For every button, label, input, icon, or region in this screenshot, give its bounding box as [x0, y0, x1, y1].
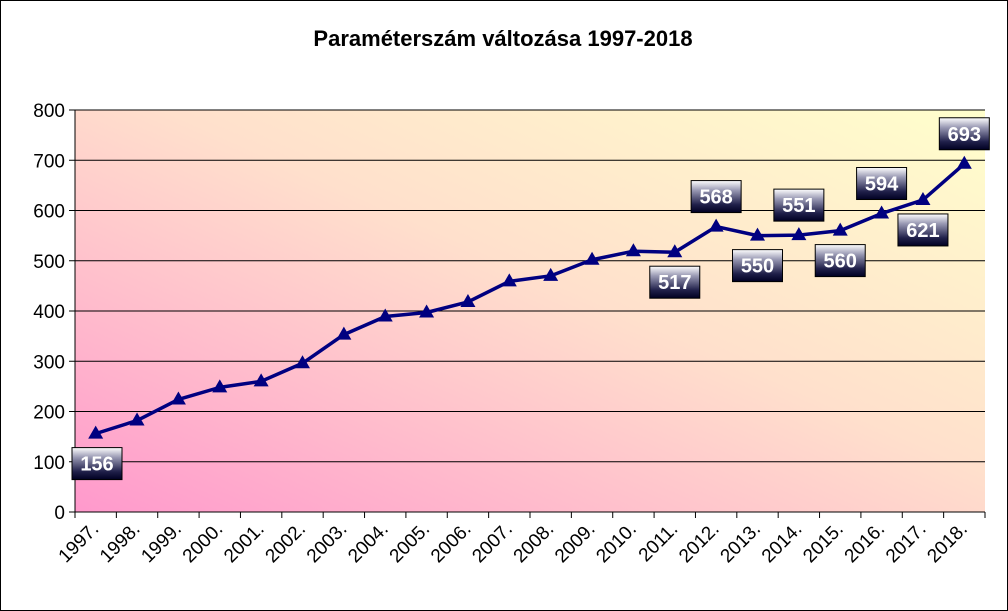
x-tick-label-2003: 2003. [303, 519, 351, 567]
data-label-568: 568 [690, 180, 742, 214]
data-label-693: 693 [938, 117, 990, 151]
data-label-text: 550 [741, 256, 774, 278]
data-label-box [71, 447, 123, 481]
y-tick-label-700: 700 [33, 151, 65, 172]
x-tick-label-2005: 2005. [386, 519, 434, 567]
data-point-2016 [874, 205, 890, 219]
x-tick-label-2013: 2013. [717, 519, 765, 567]
data-label-551: 551 [773, 188, 825, 222]
data-point-2001 [253, 373, 269, 387]
data-point-2007 [501, 273, 517, 287]
x-tick-label-2009: 2009. [551, 519, 599, 567]
data-point-1998 [129, 412, 145, 426]
x-tick-label-2008: 2008. [510, 519, 558, 567]
x-tick-label-2006: 2006. [427, 519, 475, 567]
y-tick-label-600: 600 [33, 202, 65, 223]
data-point-2005 [419, 304, 435, 318]
x-tick-label-2000: 2000. [179, 519, 227, 567]
data-point-2012 [708, 218, 724, 232]
data-point-2009 [584, 251, 600, 265]
data-label-box [649, 265, 701, 299]
x-tick-label-2004: 2004. [344, 519, 392, 567]
data-label-box [773, 188, 825, 222]
data-label-text: 621 [906, 220, 939, 242]
series-line [95, 162, 966, 436]
data-point-2018 [956, 155, 972, 169]
x-tick-label-2018: 2018. [923, 519, 971, 567]
data-point-2002 [295, 355, 310, 369]
data-label-text: 693 [948, 124, 981, 146]
data-label-text: 517 [658, 272, 691, 294]
y-tick-label-500: 500 [33, 252, 65, 273]
x-tick-label-2017: 2017. [882, 519, 930, 567]
chart-title: Paraméterszám változása 1997-2018 [313, 26, 692, 51]
y-tick-label-0: 0 [54, 503, 65, 524]
x-tick-label-2015: 2015. [799, 519, 847, 567]
y-tick-label-200: 200 [33, 403, 65, 424]
gridlines [75, 109, 985, 463]
data-label-text: 594 [865, 174, 899, 196]
x-tick-label-2007: 2007. [468, 519, 516, 567]
data-point-2015 [832, 222, 848, 236]
data-label-box [856, 167, 908, 201]
x-tick-label-1997: 1997. [55, 519, 103, 567]
data-point-2003 [336, 326, 352, 340]
y-tick-label-800: 800 [33, 101, 65, 122]
data-label-517: 517 [649, 265, 701, 299]
data-label-box [938, 117, 990, 151]
data-point-2010 [625, 243, 641, 257]
data-label-text: 560 [824, 251, 857, 273]
data-label-550: 550 [732, 249, 783, 283]
data-point-2011 [667, 244, 683, 258]
data-label-box [690, 180, 742, 214]
x-tick-label-2001: 2001. [220, 519, 268, 567]
x-tick-label-2014: 2014. [758, 519, 806, 567]
data-point-2008 [543, 267, 559, 281]
data-labels: 156 517 568 550 551 560 594 621 693 [71, 117, 990, 481]
data-point-1997 [88, 425, 104, 439]
data-point-2004 [377, 308, 393, 322]
x-tick-label-2002: 2002. [262, 519, 310, 567]
data-label-text: 551 [782, 195, 815, 217]
data-point-2017 [915, 191, 931, 205]
data-point-2000 [212, 379, 228, 393]
data-point-2014 [791, 227, 807, 241]
y-tick-label-400: 400 [33, 302, 65, 323]
x-tick-label-2011: 2011. [635, 519, 682, 566]
data-label-box [897, 213, 949, 247]
data-label-text: 568 [699, 187, 732, 209]
y-tick-label-300: 300 [33, 352, 65, 373]
x-tick-label-1998: 1998. [96, 519, 144, 567]
x-tick-label-2010: 2010. [592, 519, 640, 567]
x-axis-ticks: 1997.1998.1999.2000.2001.2002.2003.2004.… [55, 512, 986, 567]
data-label-560: 560 [814, 244, 866, 278]
data-label-box [814, 244, 866, 278]
data-label-621: 621 [897, 213, 949, 247]
data-label-156: 156 [71, 447, 123, 481]
x-tick-label-2012: 2012. [675, 519, 723, 567]
data-label-594: 594 [856, 167, 908, 201]
data-label-box [732, 249, 783, 283]
data-point-2006 [460, 293, 476, 307]
x-tick-label-2016: 2016. [841, 519, 889, 567]
series-group [88, 155, 972, 439]
y-axis-ticks: 0 100 200 300 400 500 600 700 800 [33, 101, 75, 524]
data-point-2013 [750, 227, 765, 241]
data-label-text: 156 [80, 454, 113, 476]
data-point-1999 [170, 391, 186, 405]
x-tick-label-1999: 1999. [137, 519, 185, 567]
y-tick-label-100: 100 [33, 453, 65, 474]
